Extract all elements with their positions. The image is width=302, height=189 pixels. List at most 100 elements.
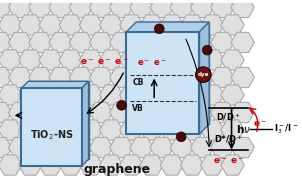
Polygon shape [140,120,163,140]
Polygon shape [136,22,209,124]
Polygon shape [29,137,52,158]
Text: CB: CB [132,77,144,87]
Polygon shape [79,50,103,70]
Polygon shape [170,67,194,88]
Polygon shape [160,15,184,35]
Polygon shape [0,85,2,105]
Polygon shape [59,85,82,105]
Polygon shape [110,102,133,123]
Polygon shape [0,137,12,158]
Polygon shape [100,15,123,35]
Polygon shape [231,67,254,88]
Polygon shape [120,155,143,175]
Polygon shape [28,81,88,159]
Polygon shape [89,67,113,88]
Polygon shape [39,120,62,140]
Polygon shape [89,0,113,18]
Polygon shape [0,0,12,18]
Polygon shape [59,15,82,35]
Polygon shape [120,50,143,70]
Polygon shape [89,32,113,53]
Polygon shape [19,120,42,140]
Polygon shape [170,32,194,53]
Polygon shape [130,67,153,88]
Polygon shape [211,102,234,123]
Polygon shape [0,85,22,105]
Polygon shape [0,50,2,70]
Polygon shape [127,32,199,134]
Text: e$^-$ e$^-$ e$^-$: e$^-$ e$^-$ e$^-$ [80,58,128,67]
Polygon shape [79,155,103,175]
Polygon shape [140,15,163,35]
Polygon shape [199,22,209,134]
Text: TiO$_2$-NS: TiO$_2$-NS [30,128,73,142]
Polygon shape [69,137,92,158]
Polygon shape [221,85,244,105]
Circle shape [202,45,212,55]
Polygon shape [100,85,123,105]
Polygon shape [160,50,184,70]
Polygon shape [59,50,82,70]
Polygon shape [0,155,2,175]
Polygon shape [0,155,22,175]
Text: VB: VB [132,104,144,113]
Polygon shape [8,0,32,18]
Text: dye: dye [198,72,209,77]
Polygon shape [49,32,72,53]
Text: graphene: graphene [83,163,150,176]
Text: I$_3^-$/I$^-$: I$_3^-$/I$^-$ [274,122,299,136]
Polygon shape [130,102,153,123]
Polygon shape [110,67,133,88]
Polygon shape [100,155,123,175]
Polygon shape [180,15,204,35]
Polygon shape [127,22,209,32]
Polygon shape [8,102,32,123]
Polygon shape [21,88,82,166]
Polygon shape [39,50,62,70]
Polygon shape [0,67,12,88]
Polygon shape [19,85,42,105]
Polygon shape [211,137,234,158]
Polygon shape [29,67,52,88]
Polygon shape [191,0,214,18]
Polygon shape [100,120,123,140]
Polygon shape [160,120,184,140]
Polygon shape [110,0,133,18]
Polygon shape [191,67,214,88]
Polygon shape [59,120,82,140]
Polygon shape [130,32,153,53]
Polygon shape [140,155,163,175]
Polygon shape [49,137,72,158]
Polygon shape [231,102,254,123]
Polygon shape [39,155,62,175]
Polygon shape [120,85,143,105]
Polygon shape [221,155,244,175]
Polygon shape [39,85,62,105]
Polygon shape [19,155,42,175]
Polygon shape [150,32,173,53]
Polygon shape [29,32,52,53]
Text: D*/D$^+$: D*/D$^+$ [214,133,243,145]
Polygon shape [29,0,52,18]
Polygon shape [150,102,173,123]
Text: e$^-$ e$^-$: e$^-$ e$^-$ [137,58,167,68]
Polygon shape [69,102,92,123]
Polygon shape [191,32,214,53]
Polygon shape [140,85,163,105]
Polygon shape [150,0,173,18]
Circle shape [117,100,127,110]
Polygon shape [201,85,224,105]
Polygon shape [39,15,62,35]
Polygon shape [49,0,72,18]
Polygon shape [150,137,173,158]
Polygon shape [160,155,184,175]
Polygon shape [69,0,92,18]
Polygon shape [0,120,2,140]
Polygon shape [201,155,224,175]
Polygon shape [130,137,153,158]
Polygon shape [120,120,143,140]
Text: e$^-$: e$^-$ [253,119,267,129]
Polygon shape [191,102,214,123]
Polygon shape [0,102,12,123]
Polygon shape [191,137,214,158]
